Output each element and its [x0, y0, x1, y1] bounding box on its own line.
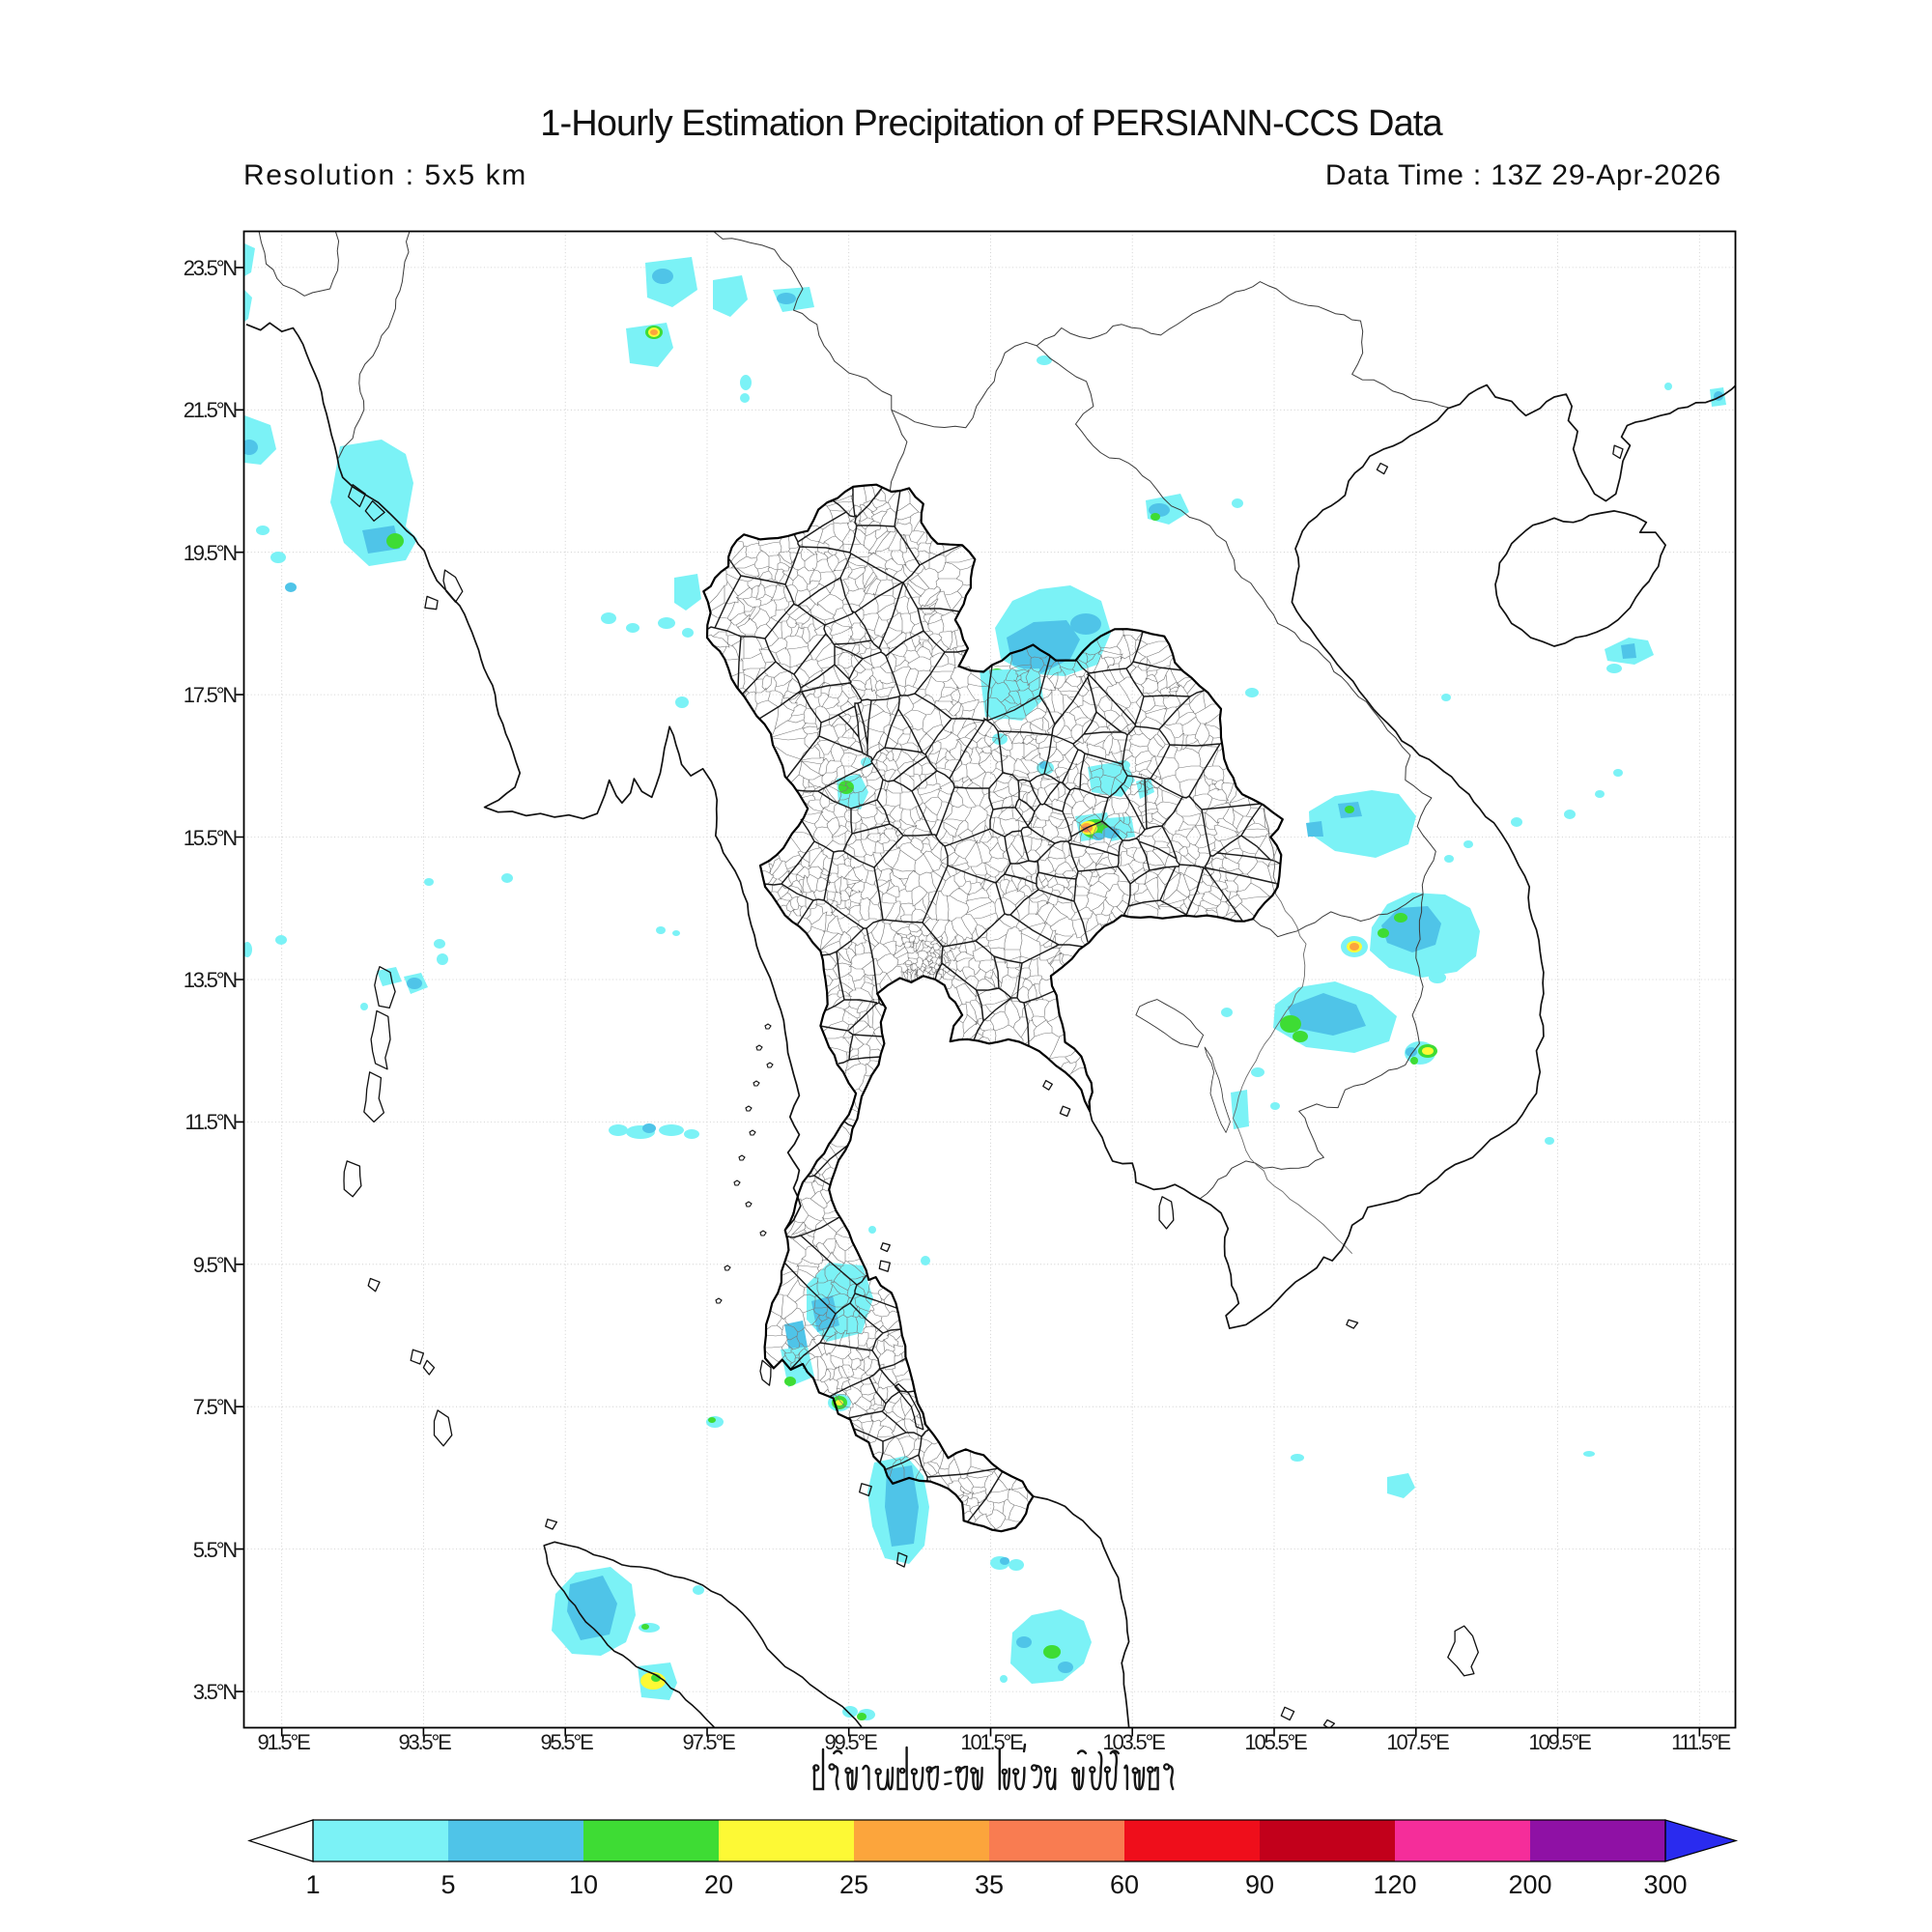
svg-text:11.5°N: 11.5°N: [185, 1110, 237, 1134]
svg-text:120: 120: [1373, 1870, 1416, 1899]
svg-text:35: 35: [975, 1870, 1004, 1899]
svg-text:21.5°N: 21.5°N: [184, 398, 238, 422]
svg-text:200: 200: [1508, 1870, 1551, 1899]
svg-text:20: 20: [704, 1870, 733, 1899]
svg-text:13.5°N: 13.5°N: [184, 968, 238, 992]
svg-text:101.5°E: 101.5°E: [960, 1730, 1023, 1754]
svg-text:91.5°E: 91.5°E: [257, 1730, 310, 1754]
svg-text:97.5°E: 97.5°E: [682, 1730, 735, 1754]
svg-text:25: 25: [839, 1870, 868, 1899]
svg-text:19.5°N: 19.5°N: [184, 541, 238, 565]
svg-text:105.5°E: 105.5°E: [1244, 1730, 1307, 1754]
svg-text:23.5°N: 23.5°N: [184, 256, 238, 280]
svg-text:5.5°N: 5.5°N: [193, 1538, 238, 1562]
svg-text:95.5°E: 95.5°E: [540, 1730, 593, 1754]
svg-text:10: 10: [569, 1870, 598, 1899]
svg-text:93.5°E: 93.5°E: [398, 1730, 451, 1754]
svg-text:Resolution : 5x5 km: Resolution : 5x5 km: [243, 159, 527, 191]
svg-text:111.5°E: 111.5°E: [1671, 1730, 1730, 1754]
svg-text:9.5°N: 9.5°N: [193, 1253, 238, 1277]
svg-text:1-Hourly Estimation Precipitat: 1-Hourly Estimation Precipitation of PER…: [540, 103, 1443, 144]
svg-text:60: 60: [1110, 1870, 1139, 1899]
svg-text:99.5°E: 99.5°E: [824, 1730, 877, 1754]
svg-text:Data Time : 13Z 29-Apr-2026: Data Time : 13Z 29-Apr-2026: [1325, 159, 1721, 191]
svg-text:109.5°E: 109.5°E: [1528, 1730, 1591, 1754]
svg-text:5: 5: [440, 1870, 455, 1899]
svg-text:7.5°N: 7.5°N: [193, 1395, 238, 1419]
svg-text:300: 300: [1643, 1870, 1687, 1899]
svg-text:17.5°N: 17.5°N: [184, 683, 238, 707]
svg-text:15.5°N: 15.5°N: [184, 826, 238, 850]
svg-text:107.5°E: 107.5°E: [1386, 1730, 1449, 1754]
svg-text:3.5°N: 3.5°N: [193, 1680, 238, 1704]
svg-text:1: 1: [305, 1870, 320, 1899]
svg-text:90: 90: [1245, 1870, 1274, 1899]
